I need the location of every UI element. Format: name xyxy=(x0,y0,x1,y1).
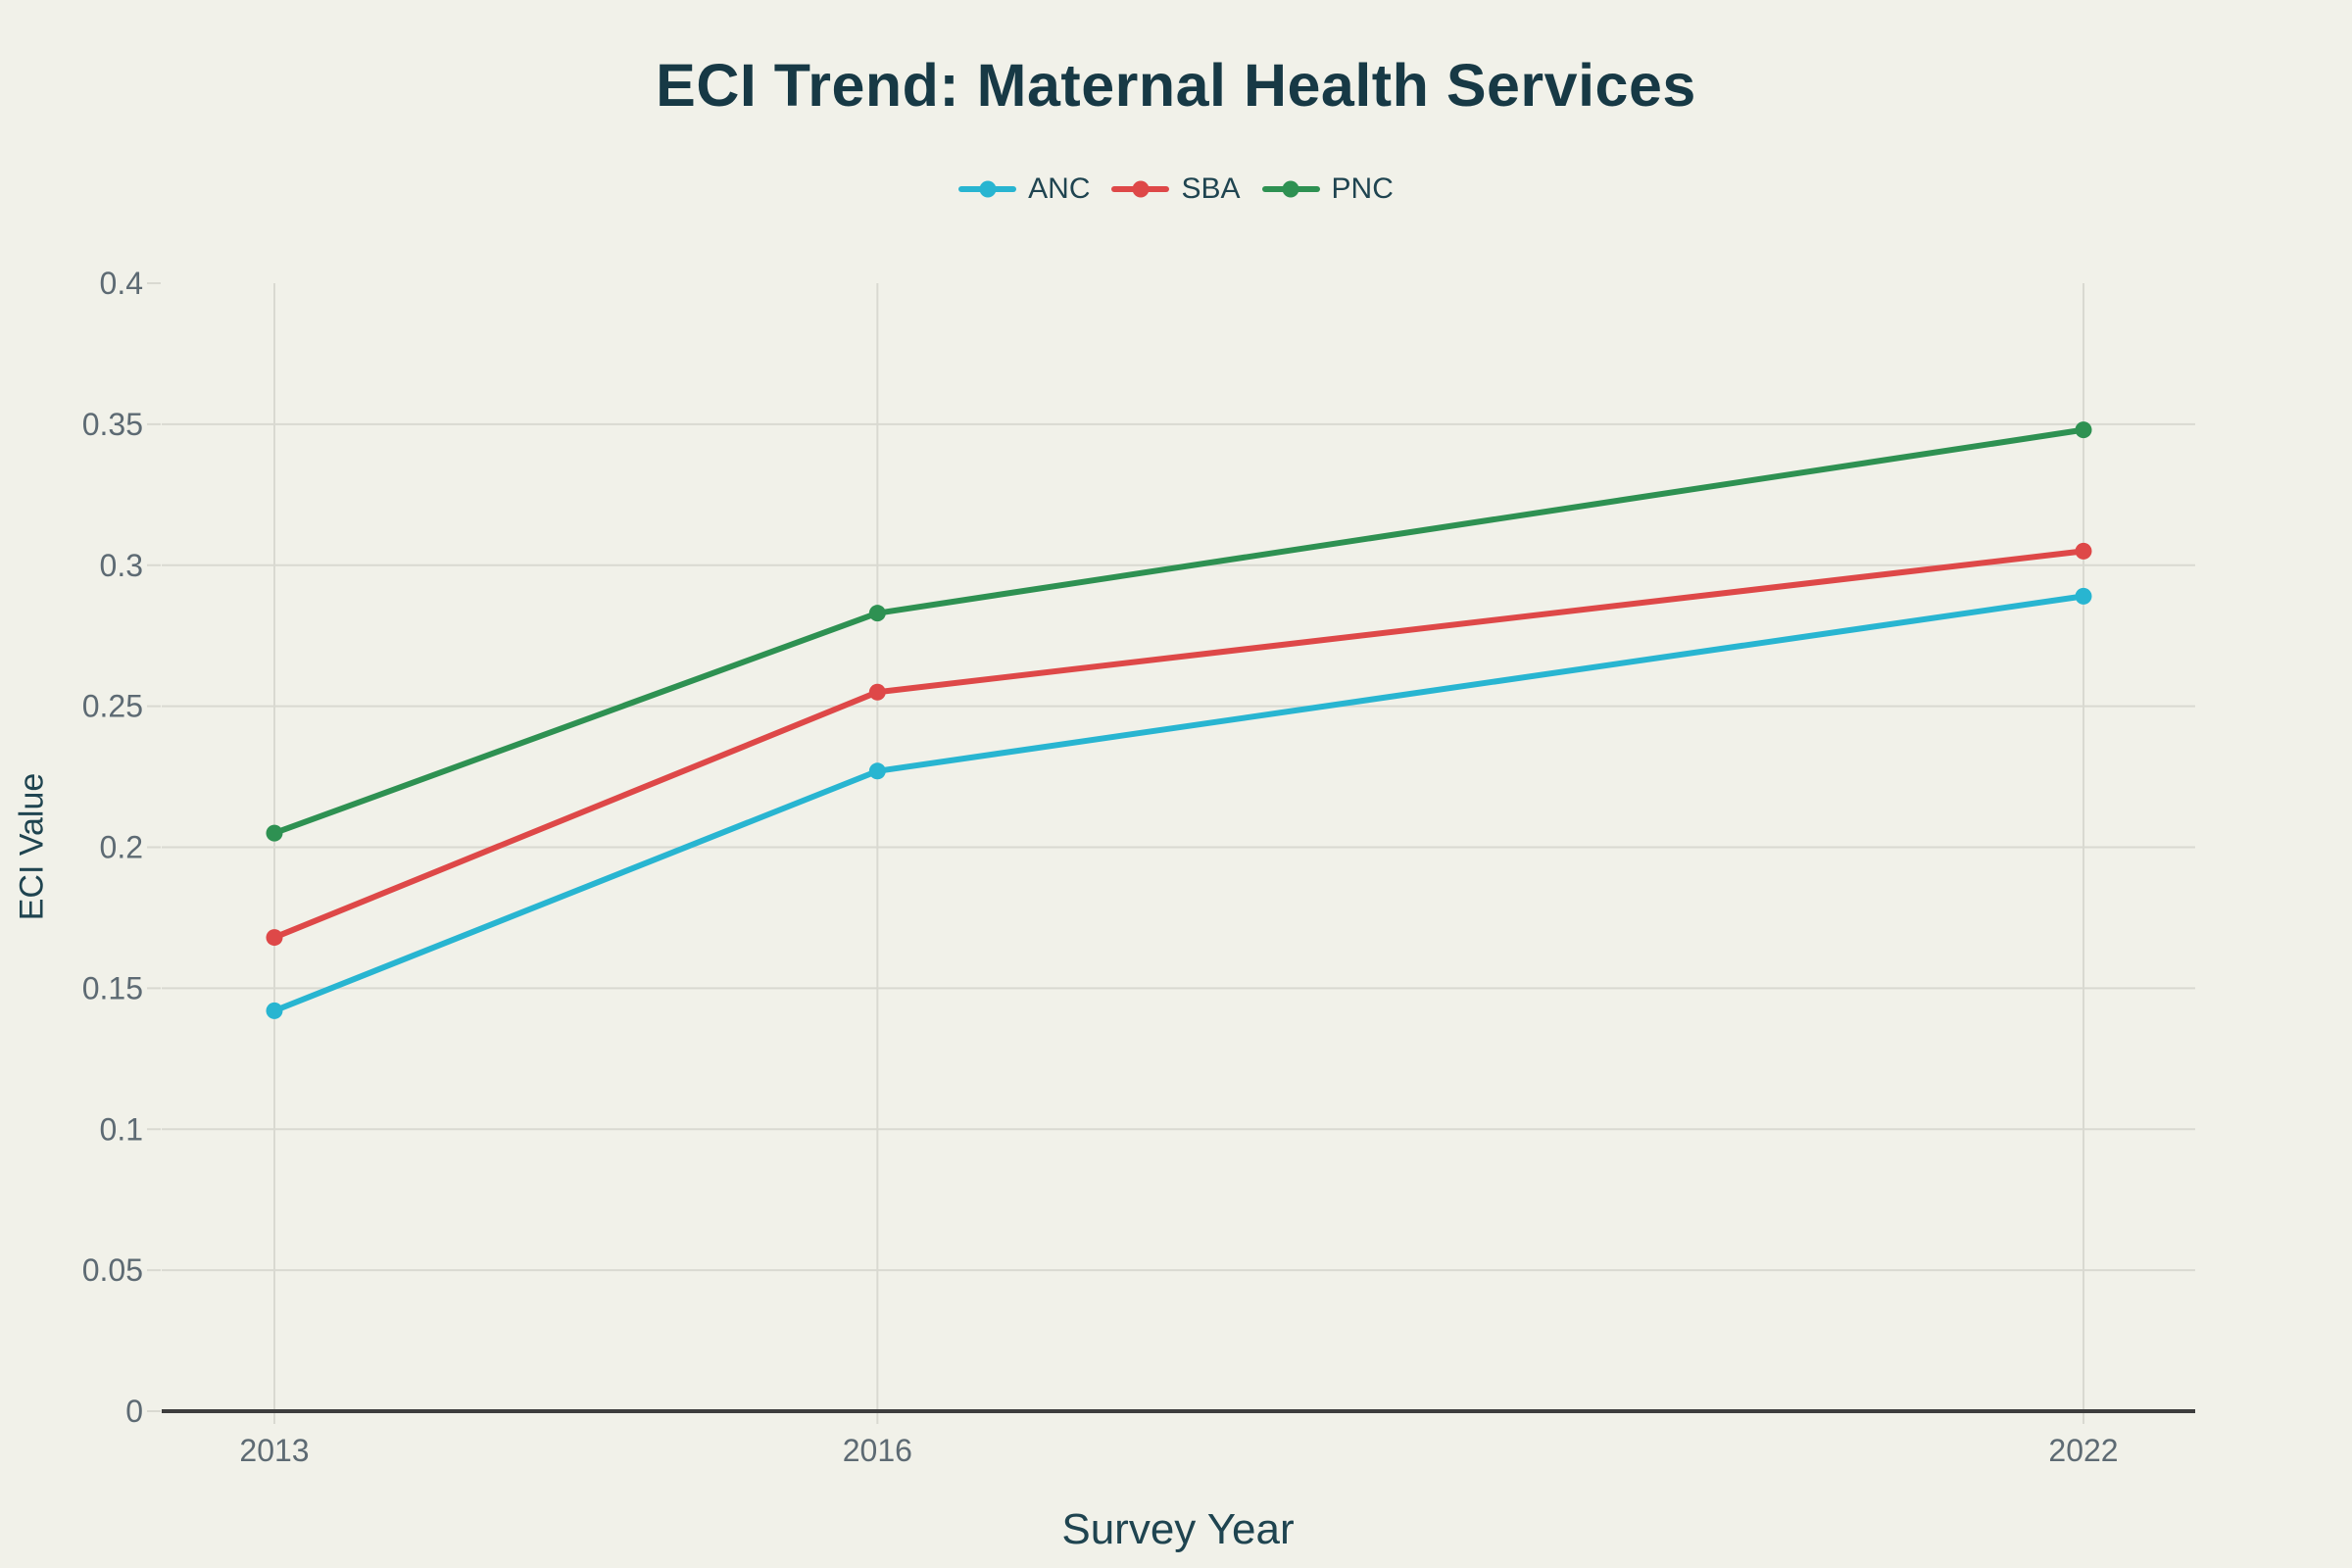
series-point-pnc-2022[interactable] xyxy=(2075,421,2092,439)
legend-item-anc[interactable]: ANC xyxy=(958,172,1090,206)
x-axis-title: Survey Year xyxy=(1061,1505,1295,1553)
y-tick-label-0: 0 xyxy=(125,1394,143,1429)
x-tick-label-2013: 2013 xyxy=(239,1433,309,1468)
legend-label-anc: ANC xyxy=(1028,172,1091,205)
legend-dot-icon xyxy=(979,180,997,198)
legend-swatch-anc xyxy=(958,180,1017,198)
y-tick-label-0.35: 0.35 xyxy=(82,407,143,442)
y-tick-label-0.15: 0.15 xyxy=(82,970,143,1005)
y-tick-label-0.2: 0.2 xyxy=(100,830,143,865)
series-point-anc-2016[interactable] xyxy=(868,762,886,780)
series-point-sba-2013[interactable] xyxy=(266,929,283,947)
y-tick-label-0.25: 0.25 xyxy=(82,689,143,724)
y-axis-title: ECI Value xyxy=(13,772,51,921)
legend-item-pnc[interactable]: PNC xyxy=(1261,172,1394,206)
legend: ANC SBA PNC xyxy=(0,172,2352,206)
chart-title: ECI Trend: Maternal Health Services xyxy=(656,52,1696,119)
x-tick-label-2022: 2022 xyxy=(2048,1433,2118,1468)
series-point-sba-2016[interactable] xyxy=(868,683,886,701)
series-point-anc-2013[interactable] xyxy=(266,1002,283,1019)
legend-swatch-pnc xyxy=(1261,180,1320,198)
x-tick-label-2016: 2016 xyxy=(843,1433,912,1468)
legend-label-pnc: PNC xyxy=(1331,172,1394,205)
y-tick-label-0.4: 0.4 xyxy=(100,266,143,301)
series-point-pnc-2013[interactable] xyxy=(266,824,283,842)
series-point-anc-2022[interactable] xyxy=(2075,587,2092,605)
y-tick-label-0.3: 0.3 xyxy=(100,548,143,583)
legend-swatch-sba xyxy=(1111,180,1170,198)
y-tick-label-0.1: 0.1 xyxy=(100,1111,143,1147)
legend-label-sba: SBA xyxy=(1181,172,1241,205)
legend-item-sba[interactable]: SBA xyxy=(1111,172,1241,206)
series-point-sba-2022[interactable] xyxy=(2075,542,2092,560)
legend-dot-icon xyxy=(1132,180,1150,198)
series-line-pnc xyxy=(271,426,2086,837)
series-point-pnc-2016[interactable] xyxy=(868,605,886,622)
y-tick-label-0.05: 0.05 xyxy=(82,1252,143,1288)
legend-dot-icon xyxy=(1282,180,1299,198)
series-line-sba xyxy=(271,548,2086,941)
